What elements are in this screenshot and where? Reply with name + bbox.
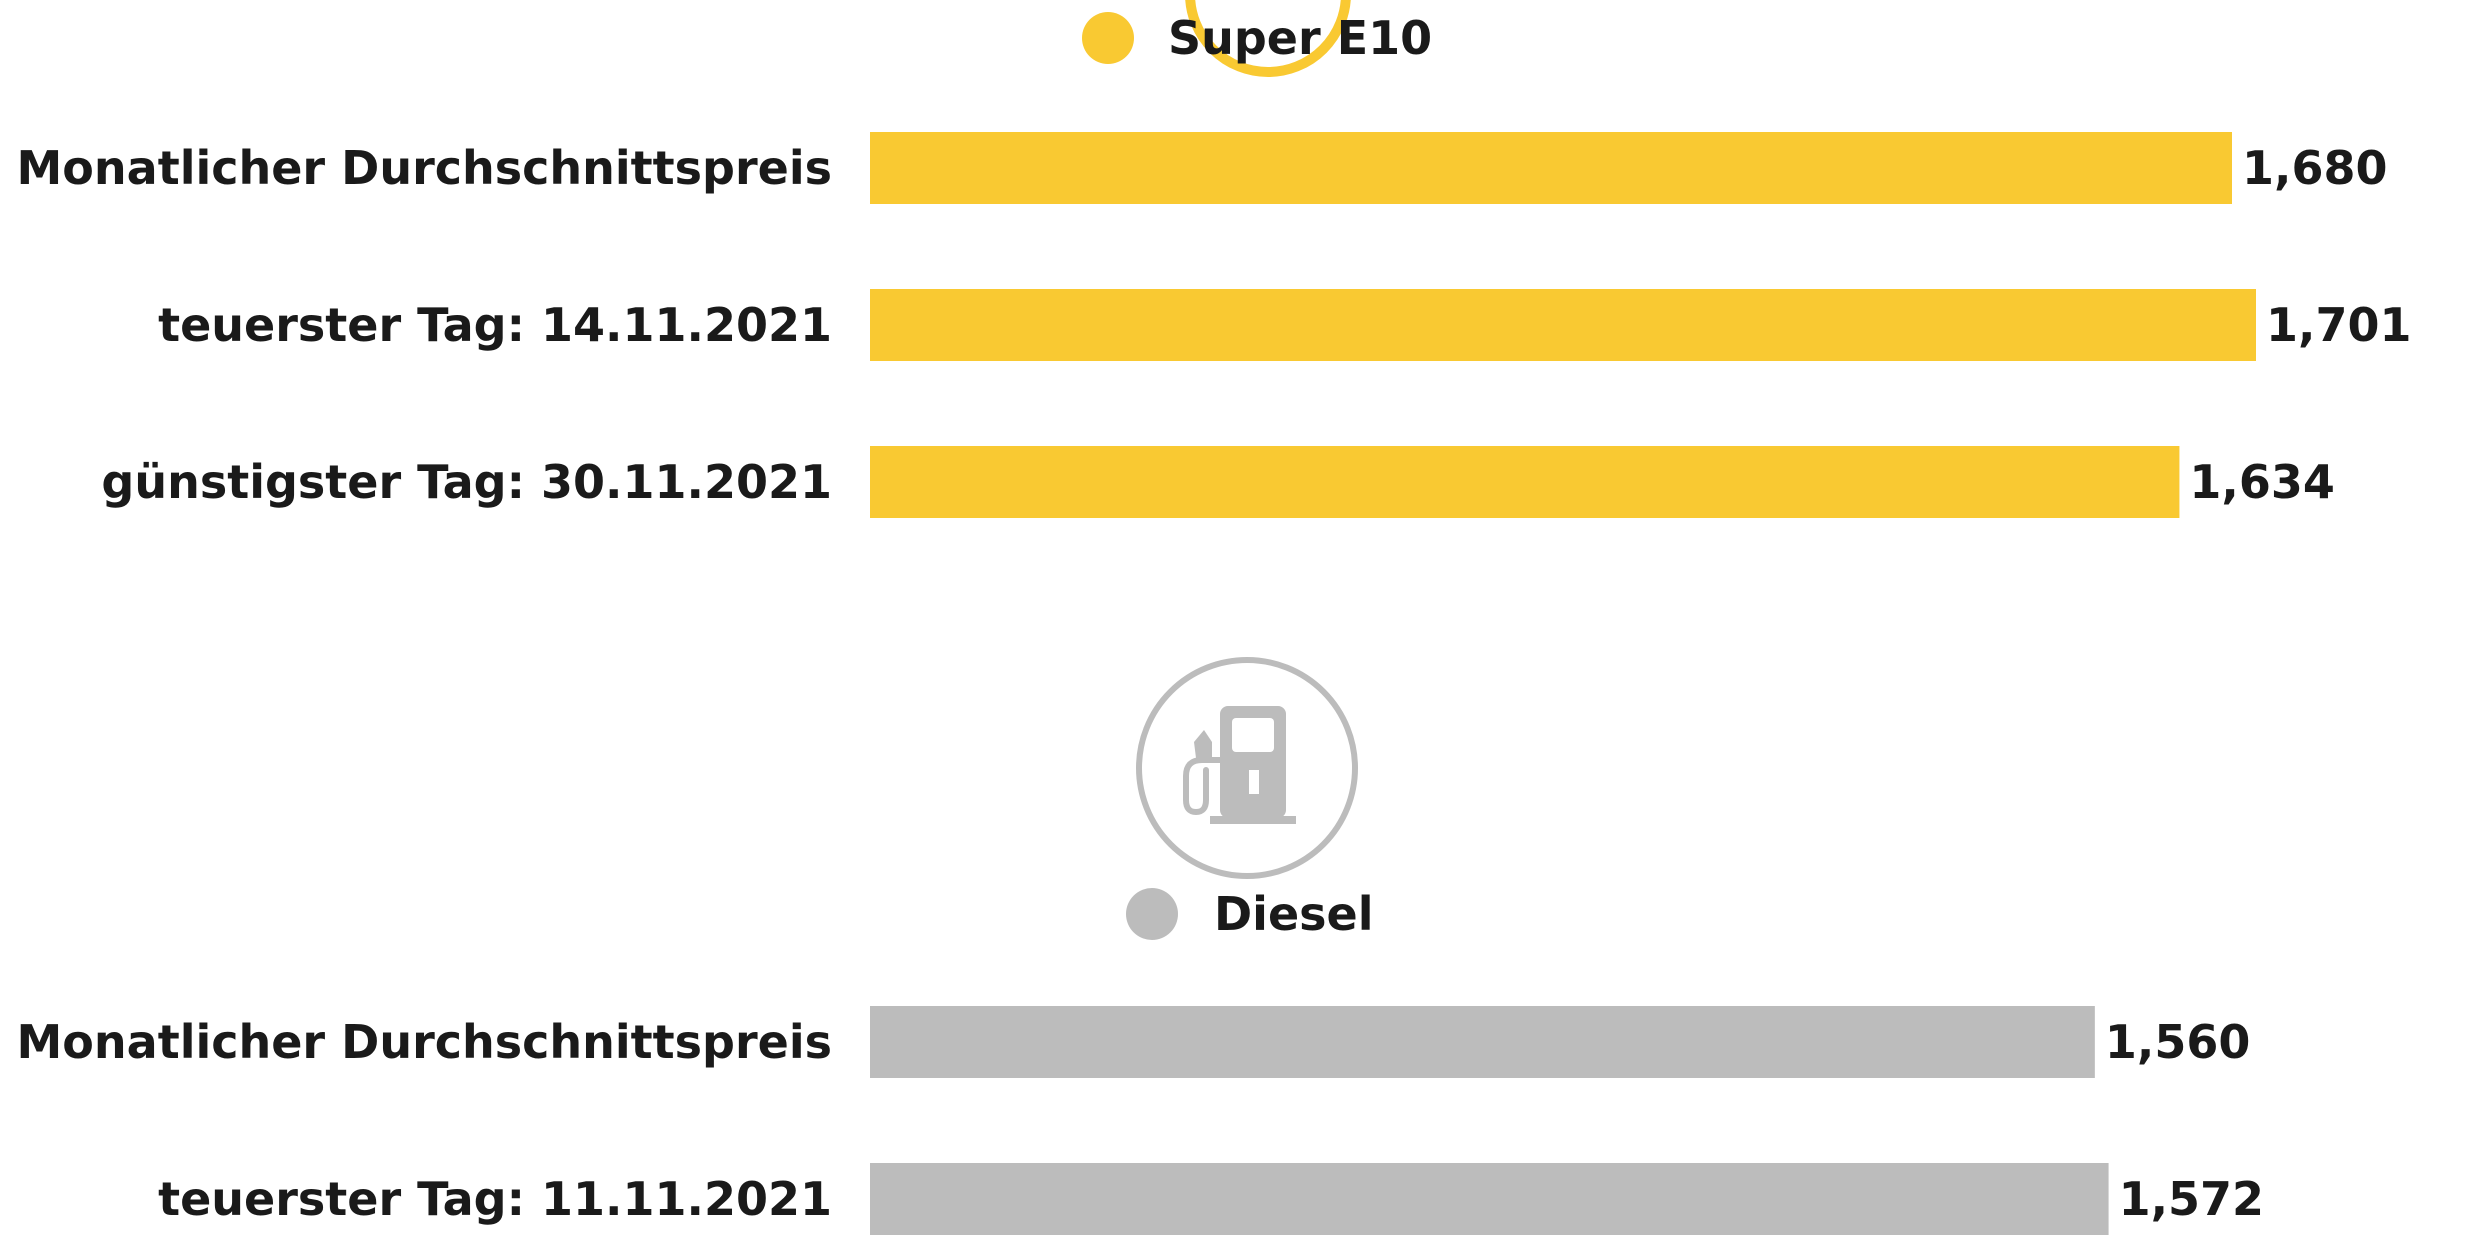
category-label: Monatlicher Durchschnittspreis [17, 1015, 832, 1069]
bar [870, 1163, 2109, 1235]
category-label: teuerster Tag: 11.11.2021 [158, 1172, 832, 1226]
category-label: günstigster Tag: 30.11.2021 [101, 455, 832, 509]
category-label: Monatlicher Durchschnittspreis [17, 141, 832, 195]
series-diesel: Diesel Monatlicher Durchschnittspreis 1,56… [17, 887, 2265, 1235]
bar [870, 446, 2180, 518]
bar [870, 1006, 2095, 1078]
bar [870, 289, 2256, 361]
legend-swatch [1126, 888, 1178, 940]
fuel-pump-icon [1136, 657, 1358, 879]
value-label: 1,572 [2119, 1172, 2265, 1226]
value-label: 1,634 [2189, 455, 2335, 509]
category-label: teuerster Tag: 14.11.2021 [158, 298, 832, 352]
series-super-e10: Super E10 Monatlicher Durchschnittspreis 1… [17, 11, 2412, 518]
value-label: 1,560 [2105, 1015, 2251, 1069]
bar [870, 132, 2232, 204]
legend-swatch [1082, 12, 1134, 64]
super-e10-fuel-icon [1185, 0, 1351, 77]
legend-label: Diesel [1214, 887, 1374, 941]
value-label: 1,680 [2242, 141, 2388, 195]
value-label: 1,701 [2266, 298, 2412, 352]
legend-label: Super E10 [1168, 11, 1432, 65]
